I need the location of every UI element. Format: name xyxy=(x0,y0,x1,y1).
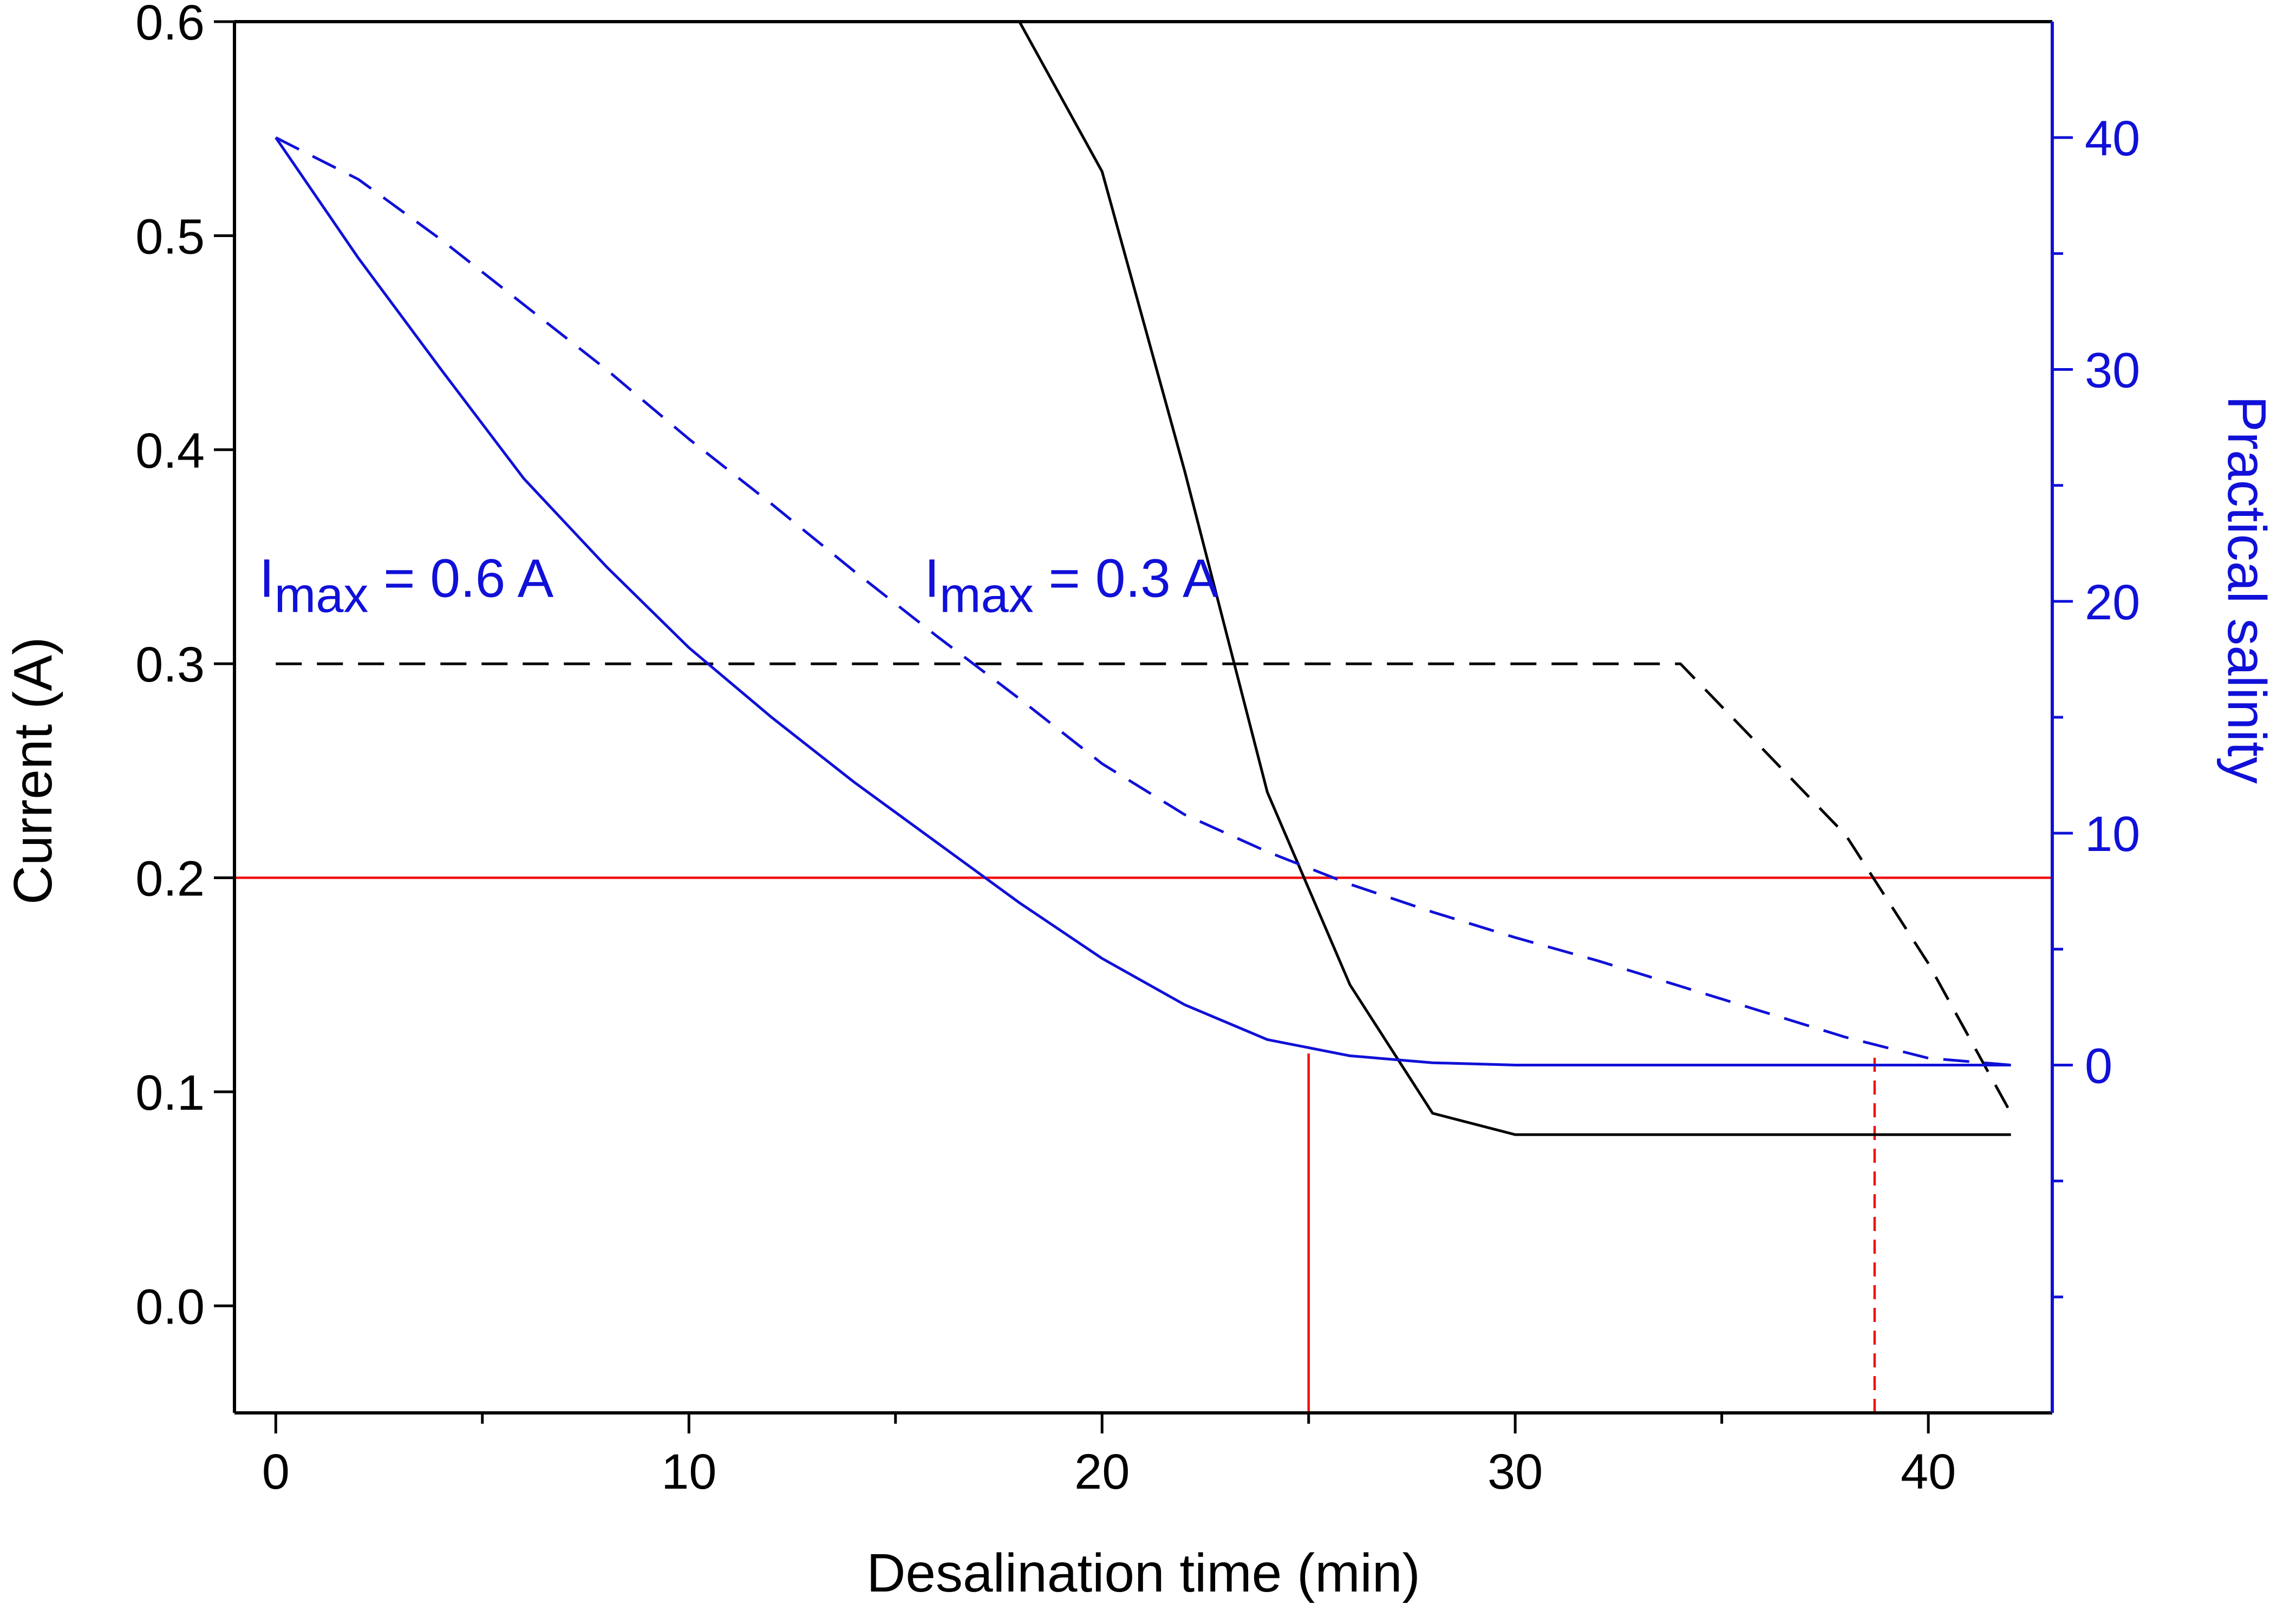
right-y-tick-label: 20 xyxy=(2085,575,2140,630)
left-y-tick-label: 0.6 xyxy=(135,0,205,50)
right-y-tick-label: 30 xyxy=(2085,343,2140,398)
series-line-1 xyxy=(276,20,2011,1136)
x-tick-label: 20 xyxy=(1074,1444,1130,1499)
right-y-axis-label: Practical salinity xyxy=(2216,396,2277,784)
left-y-tick-label: 0.4 xyxy=(135,423,205,479)
annotation-label-2: Imax = 0.3 A xyxy=(924,548,1219,623)
series-line-3 xyxy=(275,136,2011,1066)
annotation-subscript: max xyxy=(275,567,369,623)
right-y-tick-label: 40 xyxy=(2085,111,2140,166)
left-y-tick-label: 0.5 xyxy=(135,209,205,264)
x-tick-label: 10 xyxy=(661,1444,716,1499)
left-y-axis-label: Current (A) xyxy=(3,637,63,905)
right-y-tick-label: 10 xyxy=(2085,807,2140,862)
left-y-tick-label: 0.1 xyxy=(135,1065,205,1121)
annotation-value: = 0.6 A xyxy=(368,548,553,608)
plot-area xyxy=(234,20,2052,1413)
x-tick-label: 0 xyxy=(262,1444,290,1499)
annotation-subscript: max xyxy=(939,567,1034,623)
annotation-label-1: Imax = 0.6 A xyxy=(259,548,554,623)
axes: 0 10 20 30 40 0.0 0.1 0.2 0.3 0.4 0.5 0.6 0 10 20 30 40 I… xyxy=(135,0,2140,1499)
series-line-4 xyxy=(275,136,2011,1066)
x-tick-label: 30 xyxy=(1487,1444,1543,1499)
right-y-tick-label: 0 xyxy=(2085,1039,2112,1094)
annotation-symbol: I xyxy=(259,548,275,608)
left-y-tick-label: 0.3 xyxy=(135,637,205,692)
x-axis-label: Desalination time (min) xyxy=(866,1543,1420,1603)
series-line-2 xyxy=(276,662,2012,1114)
annotation-value: = 0.3 A xyxy=(1034,548,1219,608)
left-y-tick-label: 0.0 xyxy=(135,1279,205,1334)
left-y-tick-label: 0.2 xyxy=(135,852,205,907)
annotation-symbol: I xyxy=(924,548,939,608)
x-tick-label: 40 xyxy=(1901,1444,1956,1499)
